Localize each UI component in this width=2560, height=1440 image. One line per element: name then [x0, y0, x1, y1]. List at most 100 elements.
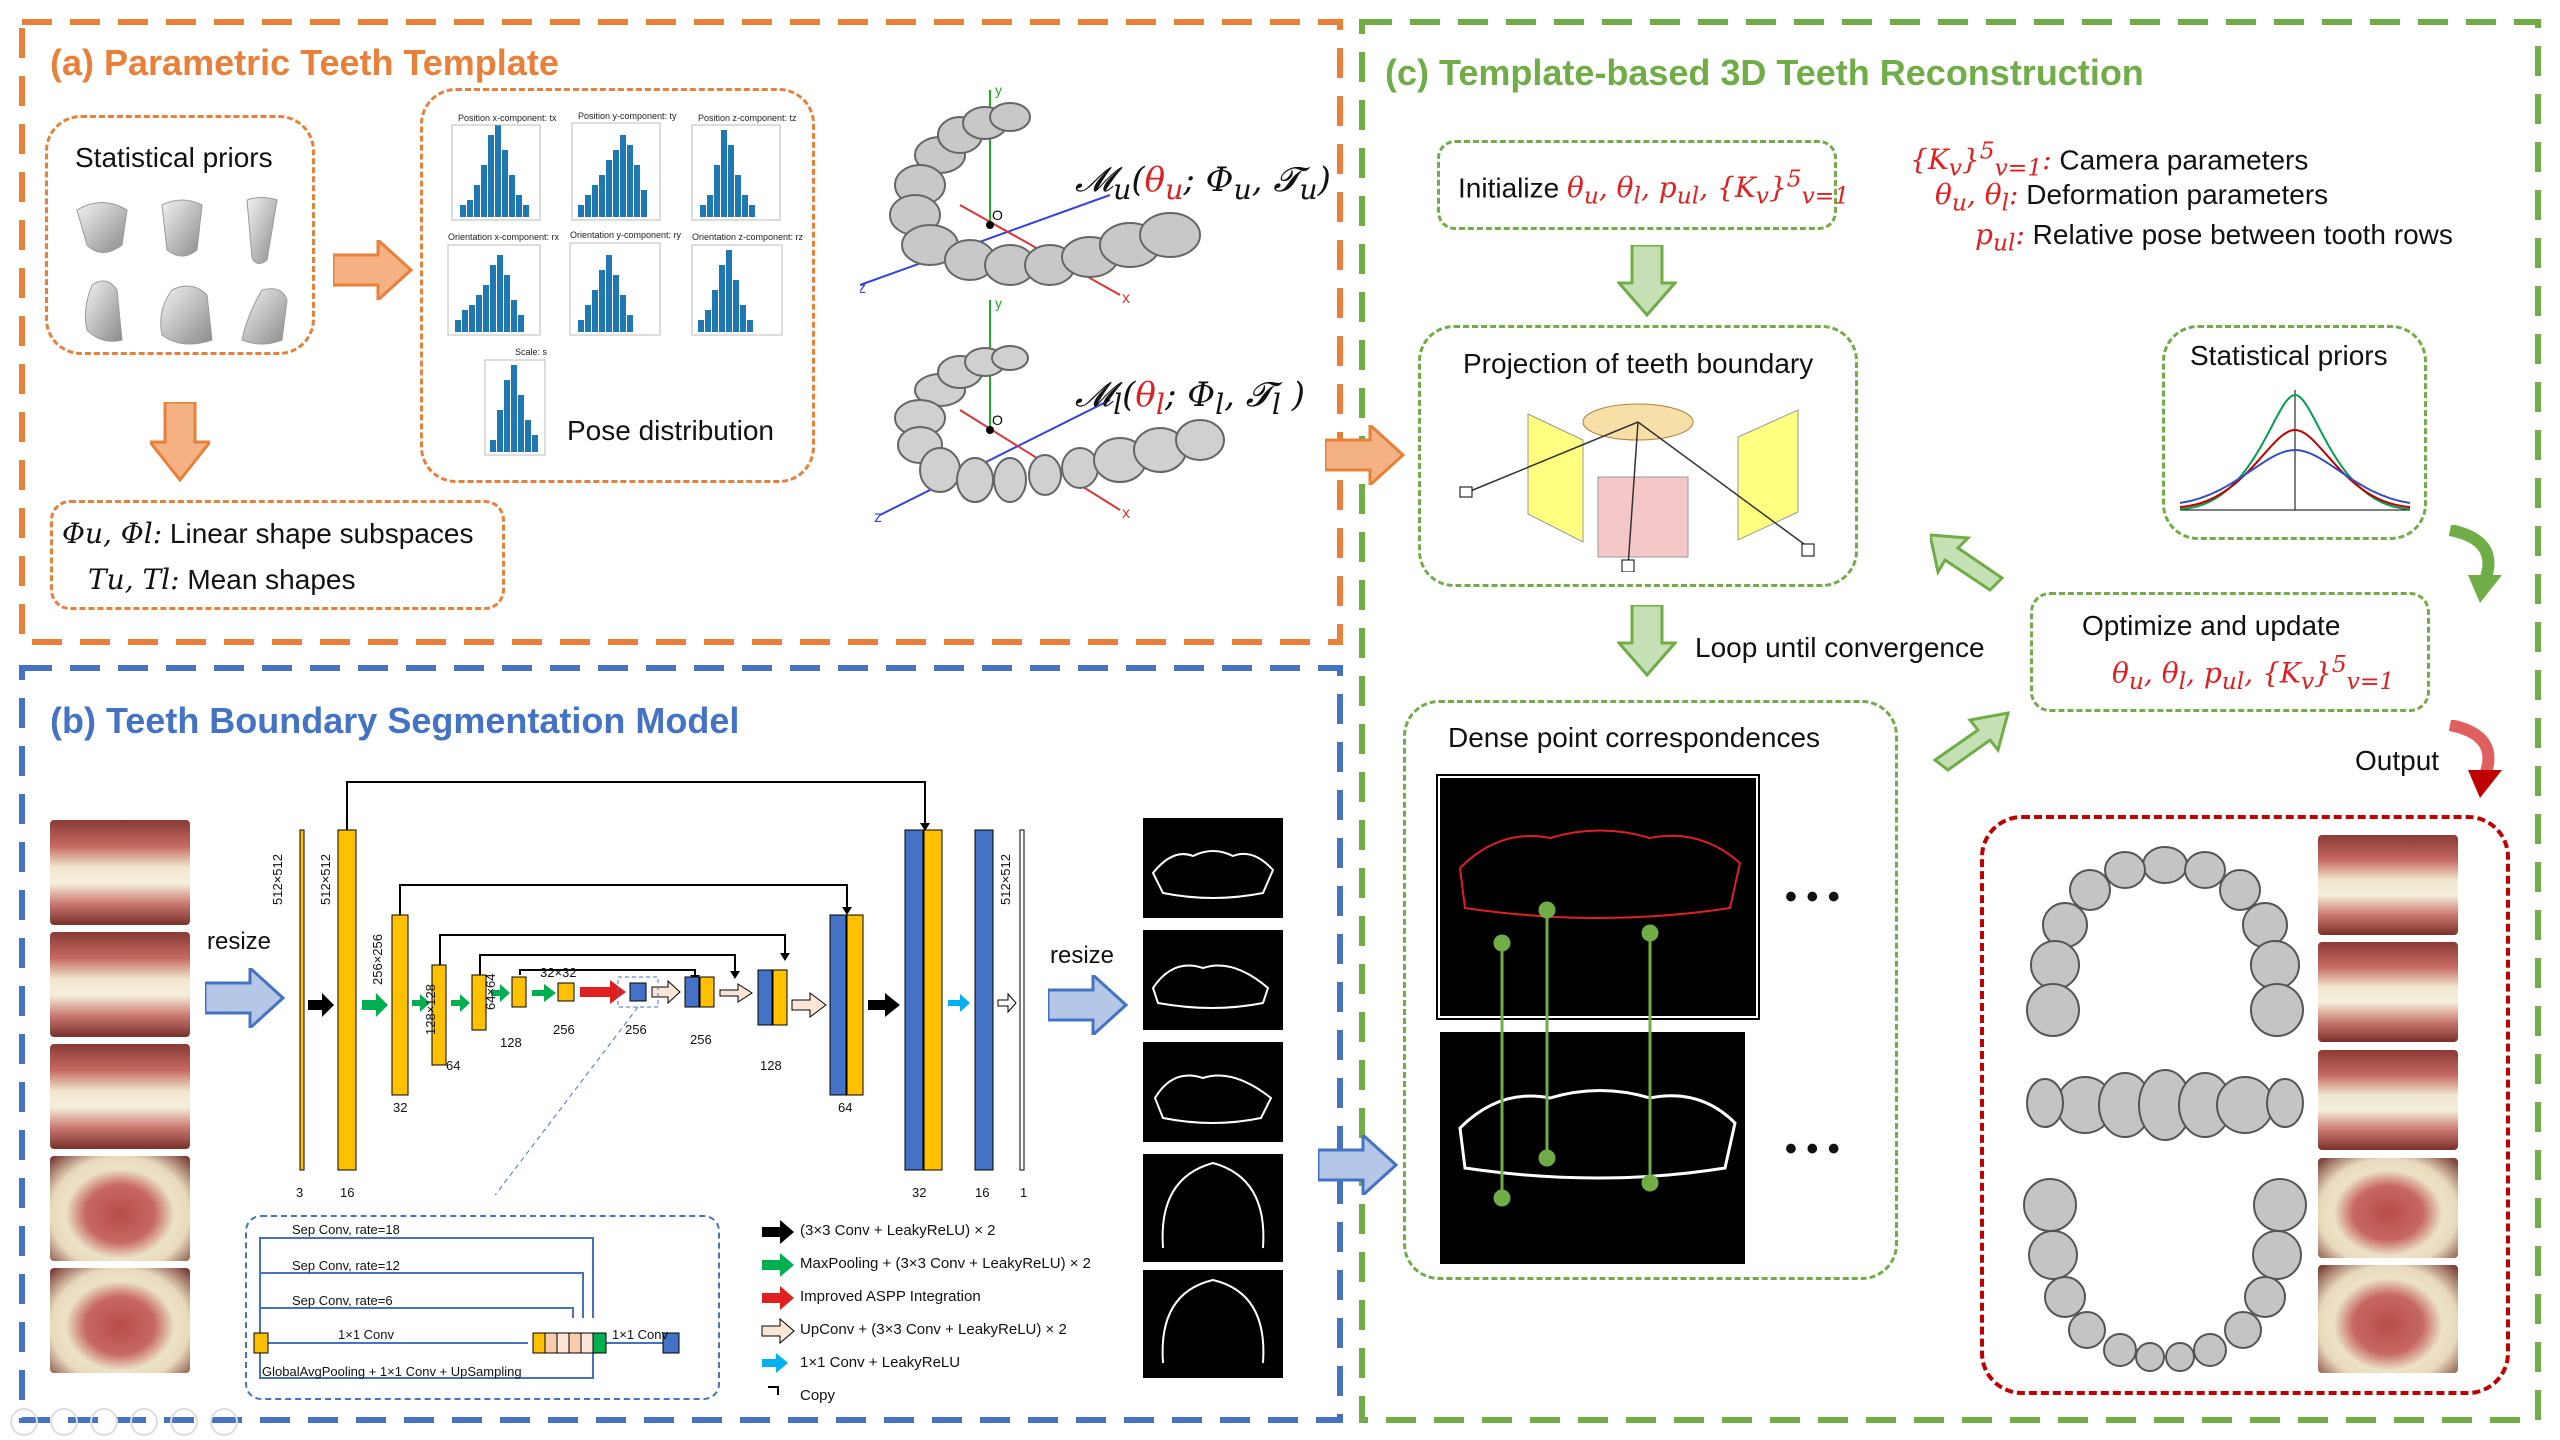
pen-icon[interactable]: [90, 1408, 118, 1436]
aspp-conv1: 1×1 Conv: [338, 1327, 395, 1342]
output-mask-1: [1143, 818, 1283, 918]
channels-3: 3: [296, 1185, 304, 1200]
next-slide-icon[interactable]: [50, 1408, 78, 1436]
input-photo-1: [50, 820, 190, 925]
correspondence-top-image: [1436, 774, 1760, 1020]
channels-16: 16: [340, 1185, 355, 1200]
shape-line-2-text: Mean shapes: [187, 564, 356, 595]
channels-64-b: 64: [838, 1100, 853, 1115]
pose-distribution-label: Pose distribution: [567, 415, 775, 446]
pose-histograms: Position x-component: tx Position y-comp…: [447, 111, 804, 456]
legend-arrows: [761, 1220, 795, 1395]
dim-512-a: 512×512: [270, 854, 285, 905]
origin-label: O: [992, 207, 1003, 223]
section-a-frame: [19, 19, 1343, 645]
channels-32-b: 32: [912, 1185, 927, 1200]
aspp-diagram: [253, 1237, 680, 1379]
prev-slide-icon[interactable]: [10, 1408, 38, 1436]
ellipsis-top: • • •: [1785, 878, 1840, 916]
hist-title-tz: Position z-component: tz: [698, 113, 797, 123]
projection-diagram: [1459, 403, 1815, 572]
dim-32: 32×32: [540, 965, 577, 980]
hist-title-ty: Position y-component: ty: [578, 111, 677, 121]
resize-out-label: resize: [1050, 942, 1115, 969]
param-deformation-text: Deformation parameters: [2026, 179, 2329, 210]
unet-architecture: [299, 781, 1025, 1195]
hist-title-rx: Orientation x-component: rx: [448, 232, 560, 242]
input-photo-3: [50, 1044, 190, 1149]
axis-x-label-2: x: [1122, 505, 1130, 522]
dim-512-c: 512×512: [998, 854, 1013, 905]
channels-16-b: 16: [975, 1185, 990, 1200]
zoom-icon[interactable]: [170, 1408, 198, 1436]
aspp-gap: GlobalAvgPooling + 1×1 Conv + UpSampling: [262, 1364, 522, 1379]
initialize-params: θu, θl, pul, {Kv}5v=1: [1566, 165, 1850, 210]
channels-256-c: 256: [690, 1032, 712, 1047]
legend-maxpool: MaxPooling + (3×3 Conv + LeakyReLU) × 2: [800, 1255, 1091, 1272]
initialize-label: Initialize: [1458, 172, 1560, 204]
aspp-rate-12: Sep Conv, rate=12: [292, 1258, 400, 1273]
channels-32: 32: [393, 1100, 408, 1115]
resize-in-label: resize: [207, 928, 272, 955]
axis-z-label-2: z: [874, 509, 882, 526]
param-deformation: θu, θl: Deformation parameters: [1935, 178, 2328, 217]
axis-z-label: z: [860, 280, 866, 297]
lower-teeth-3d: z x y O: [874, 300, 1225, 526]
more-icon[interactable]: [210, 1408, 238, 1436]
input-photo-4: [50, 1156, 190, 1261]
channels-64: 64: [446, 1058, 461, 1073]
slides-icon[interactable]: [130, 1408, 158, 1436]
section-c-frame: [1359, 19, 2541, 1423]
gaussian-curves: [2179, 390, 2411, 511]
overlay-photo-5: [2318, 1265, 2458, 1373]
channels-256-a: 256: [553, 1022, 575, 1037]
param-deformation-symbol: θu, θl:: [1935, 178, 2019, 217]
input-photo-2: [50, 932, 190, 1037]
hist-title-s: Scale: s: [515, 347, 548, 357]
aspp-conv1-b: 1×1 Conv: [612, 1327, 669, 1342]
legend-1x1: 1×1 Conv + LeakyReLU: [800, 1354, 961, 1371]
optimize-box: [2030, 592, 2430, 712]
shape-line-1: Φu, Φl: Linear shape subspaces: [62, 517, 473, 550]
dim-512-b: 512×512: [318, 854, 333, 905]
arrow-up-right-icon: [1932, 711, 2010, 772]
reconstructed-teeth: [2023, 846, 2307, 1372]
dim-256: 256×256: [370, 934, 385, 985]
channels-128: 128: [500, 1035, 522, 1050]
hist-title-tx: Position x-component: tx: [458, 113, 557, 123]
resize-in-arrow-icon: [205, 968, 285, 1028]
axis-y-label: y: [995, 85, 1002, 98]
upper-teeth-3d: z x y O: [860, 85, 1201, 307]
model-upper-label: 𝓜u(θu; Φu, 𝓣u): [1075, 160, 1331, 206]
statistical-priors-label: Statistical priors: [75, 142, 273, 173]
param-relative-pose-text: Relative pose between tooth rows: [2032, 219, 2453, 250]
projection-label: Projection of teeth boundary: [1463, 348, 1814, 379]
param-relative-pose: pul: Relative pose between tooth rows: [1975, 218, 2453, 257]
correspondence-bottom-image: [1440, 1032, 1745, 1264]
aspp-detail-box: [245, 1215, 720, 1400]
correspondence-lines: [1458, 829, 1742, 1207]
section-a-title: (a) Parametric Teeth Template: [50, 42, 559, 83]
legend-aspp: Improved ASPP Integration: [800, 1288, 981, 1305]
arrow-down-icon: [150, 402, 210, 482]
stat-priors-label: Statistical priors: [2190, 340, 2388, 371]
param-camera-symbol: {Kv}5v=1:: [1910, 137, 2052, 182]
axis-y-label-2: y: [995, 300, 1002, 311]
shape-line-2-symbol: Tu, Tl:: [88, 563, 180, 596]
hist-title-rz: Orientation z-component: rz: [692, 232, 804, 242]
model-lower-label: 𝓜l(θl; Φl, 𝓣l ): [1075, 375, 1305, 421]
output-mask-2: [1143, 930, 1283, 1030]
overlay-photo-4: [2318, 1158, 2458, 1258]
section-b-title: (b) Teeth Boundary Segmentation Model: [50, 700, 740, 741]
arrow-down-green-2-icon: [1617, 605, 1677, 677]
arrow-b-to-c-icon: [1318, 1135, 1398, 1195]
arrow-right-icon: [333, 240, 413, 300]
ellipsis-bottom: • • •: [1785, 1130, 1840, 1168]
dim-64: 64×64: [483, 973, 498, 1010]
output-mask-3: [1143, 1042, 1283, 1142]
legend-conv: (3×3 Conv + LeakyReLU) × 2: [800, 1222, 996, 1239]
resize-out-arrow-icon: [1048, 975, 1128, 1035]
axis-x-label: x: [1122, 290, 1130, 307]
optimize-label: Optimize and update: [2082, 610, 2341, 641]
